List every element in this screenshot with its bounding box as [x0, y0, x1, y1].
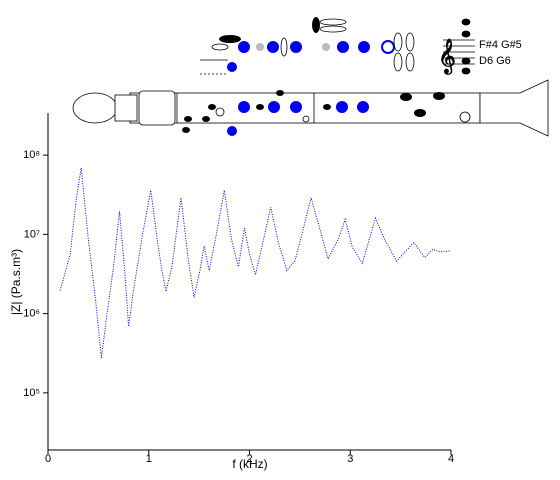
x-tick-label: 4 [448, 453, 454, 465]
y-tick-label: 10⁶ [23, 308, 40, 320]
x-tick-label: 2 [246, 453, 252, 465]
clarinet-diagram: 𝄞 [72, 17, 549, 137]
x-tick-label: 1 [146, 453, 152, 465]
annotation: F#4 G#5 [479, 39, 522, 51]
x-tick-label: 0 [45, 453, 51, 465]
y-tick-label: 10⁸ [23, 149, 40, 161]
y-axis-label: |Z| (Pa.s.m³) [9, 249, 23, 315]
svg-text:𝄞: 𝄞 [438, 39, 456, 75]
y-tick-label: 10⁷ [24, 228, 40, 240]
data-line [59, 167, 451, 359]
y-tick-label: 10⁵ [23, 387, 40, 399]
x-tick-label: 3 [347, 453, 353, 465]
x-axis-label: f (kHz) [232, 457, 267, 471]
annotation: D6 G6 [479, 55, 511, 67]
